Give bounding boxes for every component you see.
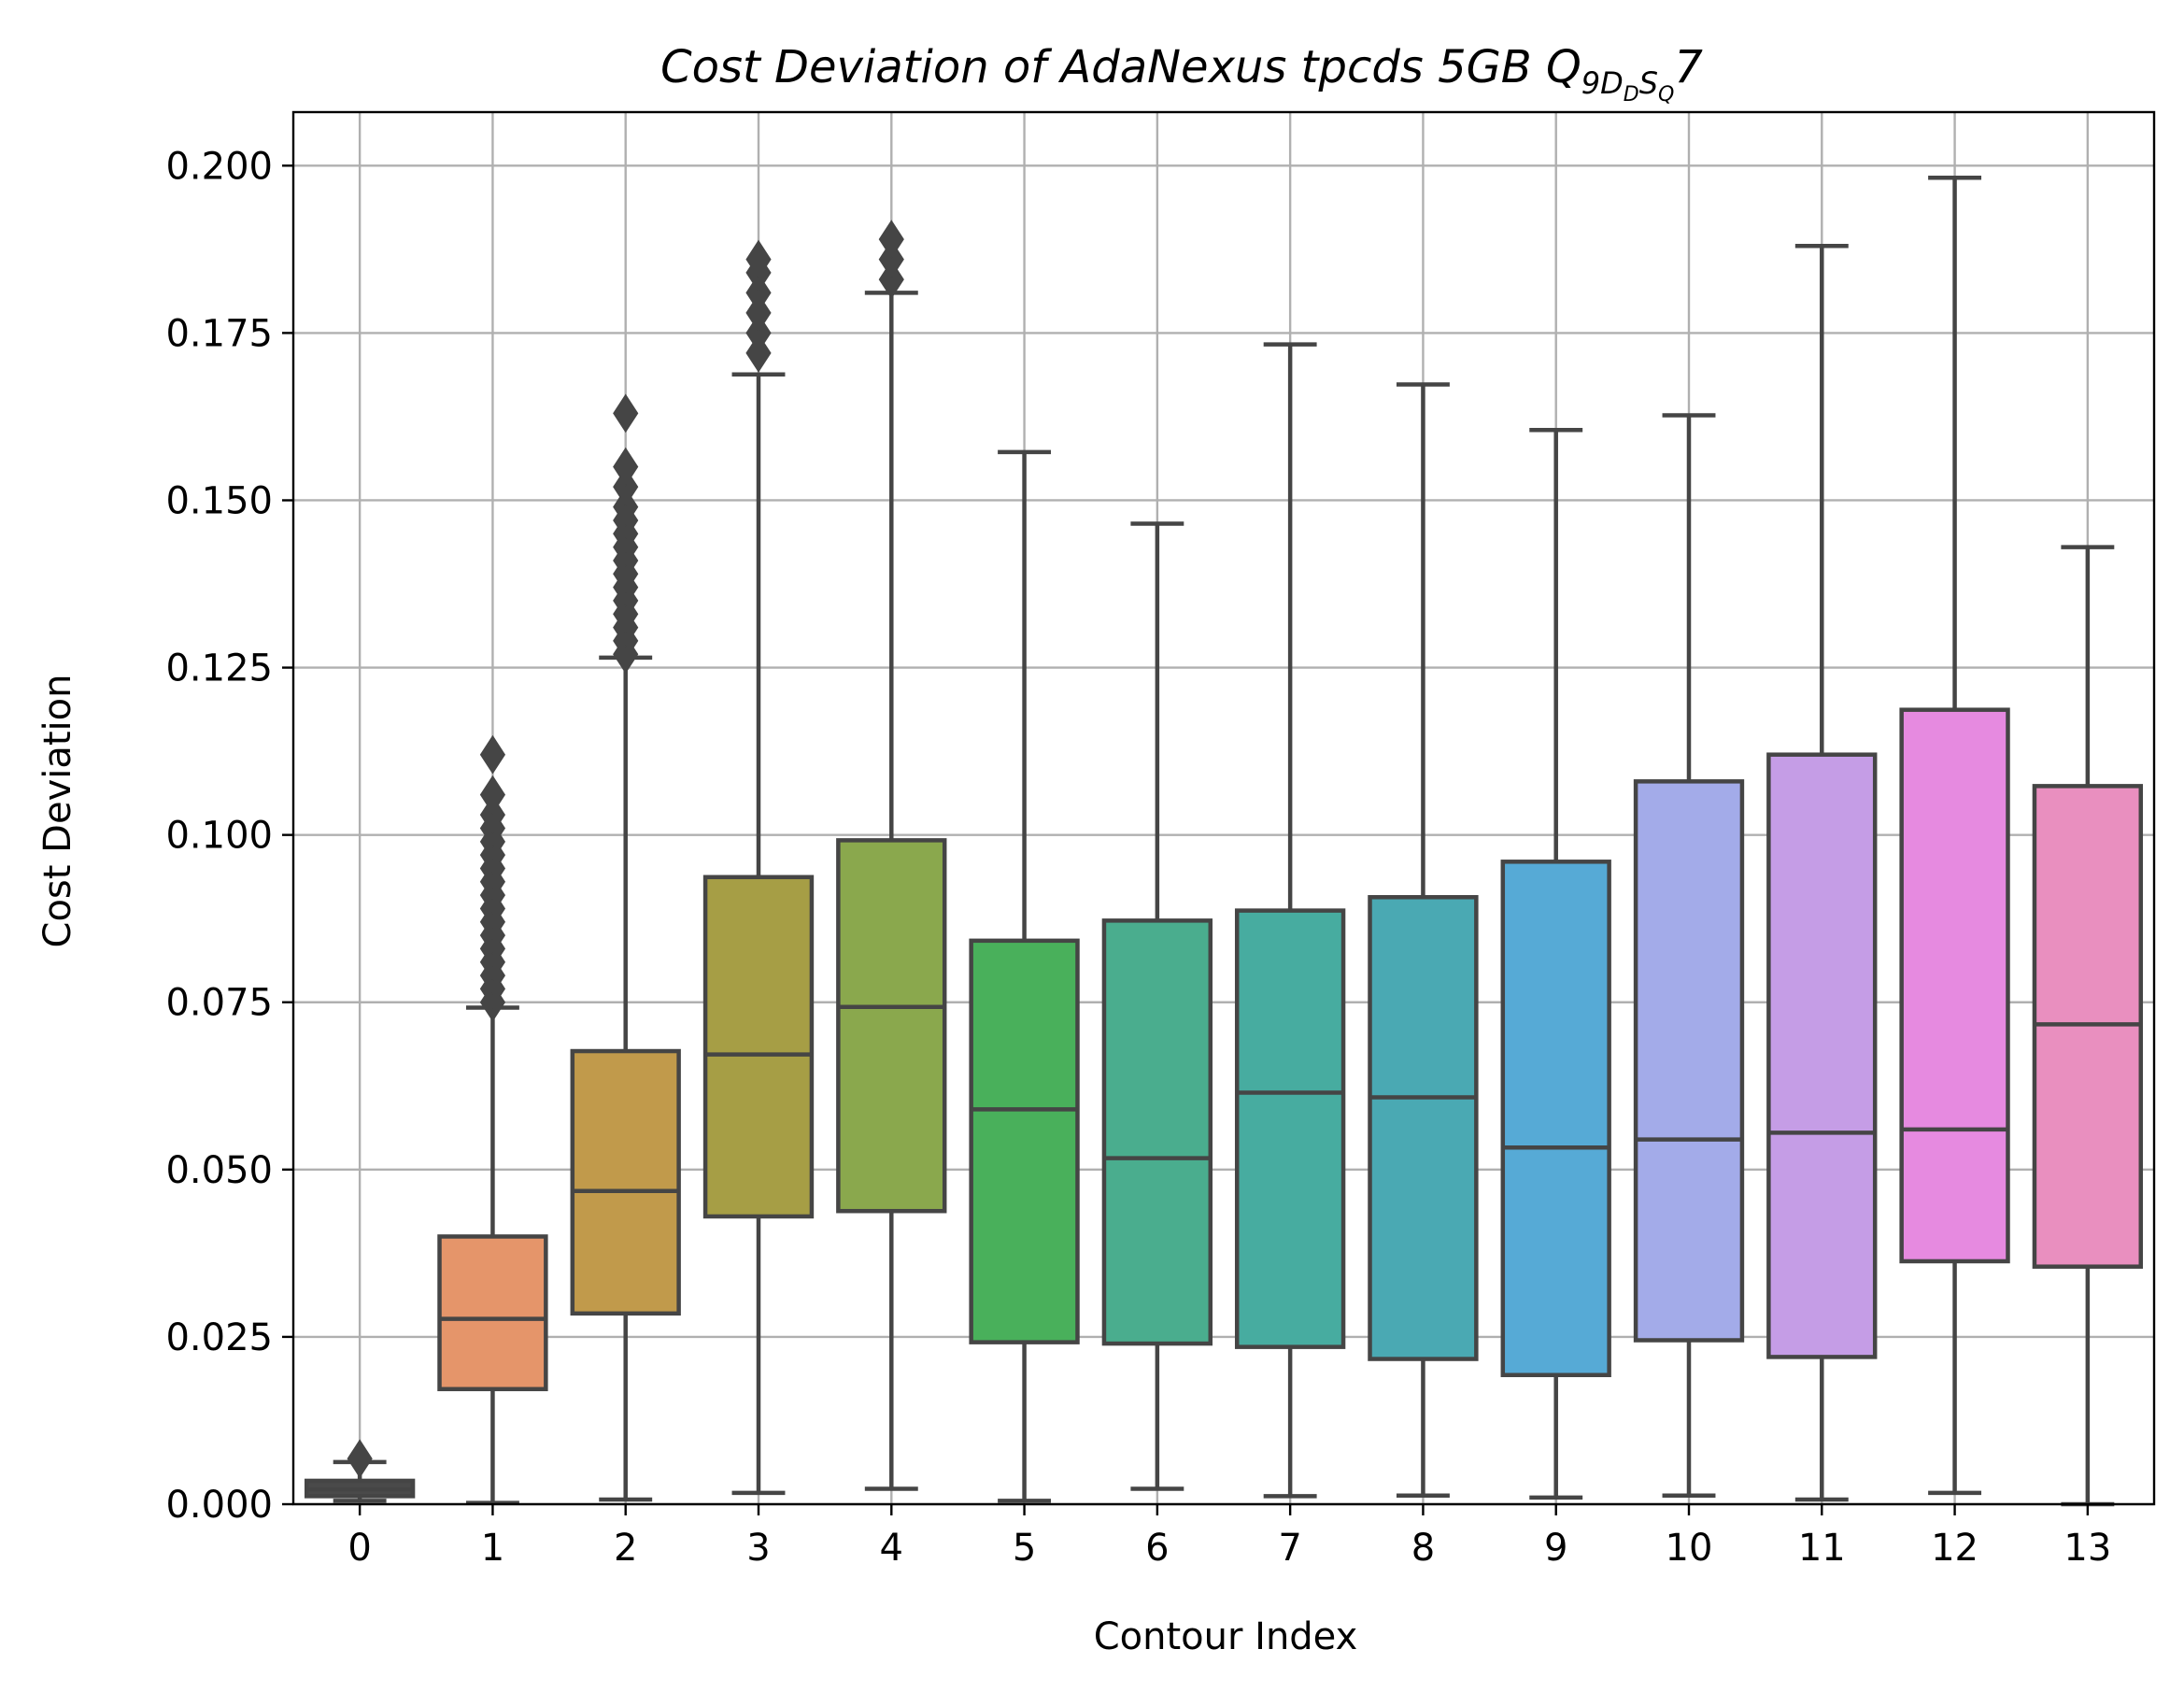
plot-frame [291,110,2156,1506]
box-iqr [1500,860,1611,1377]
x-axis-label: Contour Index [1094,1615,1358,1658]
x-tick-label-11: 11 [1798,1527,1846,1570]
outlier-point-13 [613,447,639,487]
outlier-point-0 [745,333,772,373]
y-tick-label-7: 0.175 [165,312,273,355]
box-iqr [1234,908,1346,1349]
x-tick-label-5: 5 [1013,1527,1036,1570]
box-iqr [1368,895,1479,1361]
box-iqr [437,1234,548,1392]
outlier-point-12 [613,467,639,507]
outlier-point-15 [479,775,506,815]
x-tick-label-3: 3 [746,1527,770,1570]
outlier-point-1 [878,239,904,279]
box-group-5 [969,449,1080,1503]
outlier-point-3 [745,273,772,313]
box-group-1 [437,734,548,1505]
outlier-point-2 [878,220,904,260]
box-iqr [836,838,947,1214]
box-group-6 [1101,521,1213,1491]
box-group-2 [570,393,681,1502]
outlier-point-0 [878,260,904,300]
y-tick-label-2: 0.050 [165,1149,273,1192]
outlier-point-1 [745,313,772,353]
x-tick-label-6: 6 [1145,1527,1169,1570]
x-tick-label-13: 13 [2063,1527,2111,1570]
outlier-point-0 [347,1439,373,1479]
y-axis-label: Cost Deviation [36,675,79,948]
x-tick-label-1: 1 [481,1527,504,1570]
outlier-point-16 [479,734,506,775]
x-tick-label-10: 10 [1666,1527,1713,1570]
box-group-10 [1633,413,1745,1498]
box-iqr [969,938,1080,1344]
y-tick-label-3: 0.075 [165,982,273,1025]
x-tick-label-12: 12 [1931,1527,1978,1570]
box-group-0 [304,1439,416,1503]
y-tick-label-4: 0.100 [165,815,273,858]
box-iqr [702,874,815,1219]
box-group-9 [1500,428,1611,1500]
box-iqr [1899,707,2010,1264]
box-group-11 [1766,244,1878,1502]
x-tick-label-8: 8 [1411,1527,1435,1570]
box-group-4 [836,220,947,1491]
x-tick-label-4: 4 [880,1527,903,1570]
box-group-3 [702,239,815,1496]
box-iqr [1633,779,1745,1343]
box-iqr [570,1048,681,1316]
y-tick-label-5: 0.125 [165,647,273,690]
box-iqr [1101,918,1213,1346]
outlier-point-2 [745,292,772,333]
y-tick-label-6: 0.150 [165,479,273,522]
y-tick-label-0: 0.000 [165,1484,273,1527]
outlier-point-14 [613,393,639,434]
box-group-8 [1368,382,1479,1498]
axes: 0.000 0.025 0.050 0.075 0.100 0.125 0.150 0.175… [165,110,2156,1570]
outlier-point-14 [479,795,506,835]
x-tick-label-7: 7 [1278,1527,1301,1570]
y-tick-label-8: 0.200 [165,145,273,188]
box-iqr [1766,752,1878,1359]
box-group-12 [1899,175,2010,1496]
chart-title: Cost Deviation of AdaNexus tpcds 5GB Q9D… [660,41,1703,107]
y-tick-label-1: 0.025 [165,1316,273,1359]
outlier-point-11 [613,487,639,527]
box-series [304,175,2144,1507]
x-tick-label-0: 0 [347,1527,371,1570]
x-tick-label-2: 2 [614,1527,637,1570]
x-tick-label-9: 9 [1544,1527,1567,1570]
outlier-point-5 [745,239,772,279]
box-group-7 [1234,342,1346,1499]
